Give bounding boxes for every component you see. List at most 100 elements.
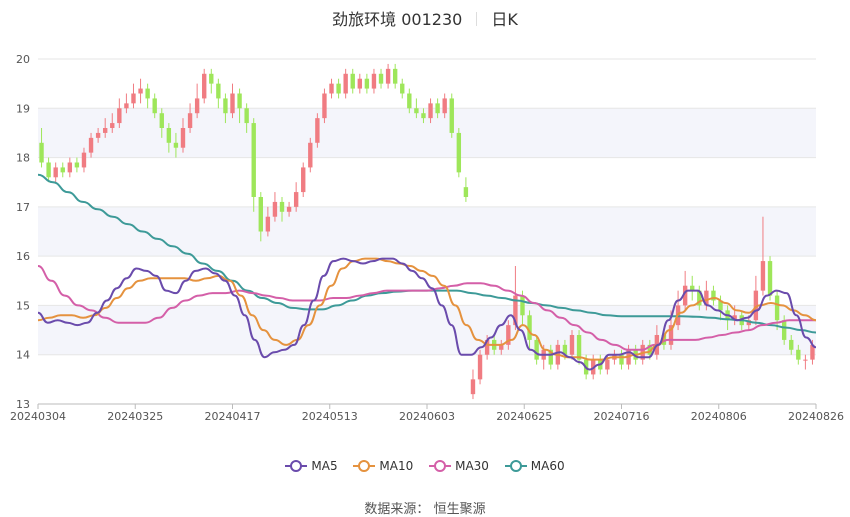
candle-body (364, 78, 370, 89)
candle (223, 93, 228, 124)
legend-item-ma10[interactable]: MA10 (353, 459, 413, 473)
candle (145, 83, 150, 109)
candle (39, 128, 44, 168)
candle-body (569, 335, 575, 355)
candle-body (286, 206, 292, 212)
candle-body (463, 187, 469, 197)
candle (392, 63, 398, 89)
candle-body (279, 201, 285, 212)
candle (682, 270, 688, 311)
candle-body (74, 162, 80, 168)
candle-body (301, 167, 306, 193)
candle (548, 344, 553, 370)
legend-label-ma30: MA30 (455, 459, 489, 473)
candle (279, 197, 285, 222)
candle (173, 132, 179, 158)
candle-body (400, 83, 405, 94)
x-tick-label: 20240716 (594, 410, 650, 423)
candle (216, 78, 221, 109)
x-tick-label: 20240603 (399, 410, 455, 423)
candle (180, 118, 186, 153)
candle-body (407, 93, 412, 109)
x-tick-label: 20240513 (302, 410, 358, 423)
candle-body (682, 285, 688, 306)
legend-label-ma5: MA5 (311, 459, 338, 473)
candle (110, 113, 115, 133)
candle-body (244, 108, 249, 124)
candle (152, 93, 157, 119)
candle-body (562, 344, 568, 355)
legend-label-ma60: MA60 (530, 459, 565, 473)
candle-body (499, 344, 504, 350)
candle (117, 98, 122, 128)
y-tick-label: 17 (16, 201, 30, 214)
candle-body (81, 152, 87, 168)
candle (753, 275, 759, 326)
candle-body (67, 162, 73, 173)
candle-body (421, 113, 426, 119)
candle-body (357, 78, 363, 89)
candle-body (789, 339, 794, 350)
candle (477, 349, 483, 385)
candle-body (774, 295, 780, 321)
candle-body (435, 103, 440, 114)
candle-body (322, 93, 327, 119)
data-source: 数据来源： 恒生聚源 (0, 498, 850, 517)
candle-body (470, 379, 476, 395)
candle-body (746, 320, 752, 326)
candle-body (484, 339, 490, 355)
legend-item-ma60[interactable]: MA60 (504, 459, 565, 473)
candle-body (732, 315, 737, 321)
candle-body (506, 325, 511, 345)
candle (350, 68, 355, 94)
candle-body (258, 197, 263, 232)
candle (435, 98, 440, 119)
candle (209, 68, 214, 94)
ma60-legend-marker (504, 460, 527, 472)
candle (357, 73, 363, 94)
candle (308, 137, 313, 173)
ma10-line (37, 257, 817, 361)
candle (414, 98, 419, 119)
plot-band (38, 305, 816, 355)
candle-body (293, 192, 299, 207)
y-tick-label: 16 (16, 250, 30, 263)
legend: MA5 MA10 MA30 MA60 (0, 459, 850, 473)
candle-body (477, 354, 483, 380)
ma30-line (37, 265, 816, 351)
candle (442, 93, 447, 119)
candle-body (442, 98, 447, 114)
candle (95, 128, 101, 143)
candle (301, 162, 306, 197)
candle (187, 103, 193, 133)
candle-body (187, 113, 193, 128)
candle-body (647, 344, 652, 355)
candle-body (117, 108, 122, 124)
candle (364, 73, 370, 94)
candle-body (251, 123, 256, 197)
candle-body (760, 261, 766, 291)
candle (534, 335, 539, 365)
candle (428, 98, 433, 124)
candle (46, 157, 51, 183)
y-axis: 13 14 15 16 17 18 19 20 (16, 53, 30, 411)
stock-name: 劲旅环境 001230 (332, 10, 463, 29)
candle-body (605, 359, 610, 370)
candle (711, 285, 716, 306)
legend-item-ma30[interactable]: MA30 (429, 459, 489, 473)
legend-item-ma5[interactable]: MA5 (285, 459, 338, 473)
candle (258, 192, 263, 242)
candle-body (180, 128, 186, 148)
candle (293, 182, 299, 212)
candle-body (385, 68, 391, 84)
candle-body (308, 142, 313, 168)
candle-body (159, 113, 164, 128)
candle-body (102, 128, 108, 133)
ma10-legend-marker (353, 460, 376, 472)
candle-body (428, 103, 433, 119)
candle (88, 132, 94, 158)
candle (166, 123, 172, 153)
candle (343, 68, 348, 99)
candle-body (711, 290, 716, 301)
candle-body (456, 132, 462, 173)
